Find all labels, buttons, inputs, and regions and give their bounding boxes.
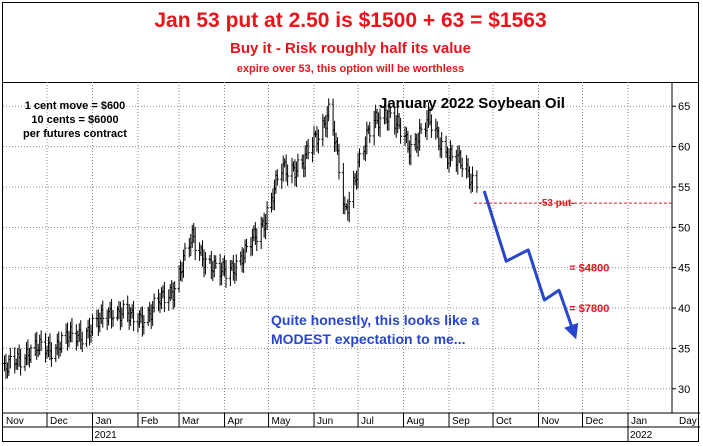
price-bar <box>234 254 238 281</box>
price-bar <box>132 300 136 332</box>
annotations: -53 put- = $4800 = $7800 <box>473 198 672 315</box>
year-label: 2021 <box>94 430 117 441</box>
commentary-line-1: Quite honestly, this looks like a <box>271 312 479 328</box>
chart-frame: Jan 53 put at 2.50 is $1500 + 63 = $1563… <box>2 2 700 442</box>
contract-note-3: per futures contract <box>23 128 127 140</box>
price-bar <box>255 228 259 252</box>
price-bar <box>183 242 187 261</box>
price-bar <box>316 129 320 154</box>
price-bar <box>214 255 218 269</box>
price-bar <box>101 300 105 328</box>
price-bar <box>29 344 33 364</box>
y-tick-label: 40 <box>678 303 690 315</box>
month-label: Jan <box>631 416 647 427</box>
month-label: Sep <box>452 416 470 427</box>
price-bar <box>327 98 331 122</box>
price-bar <box>368 121 372 144</box>
price-bar <box>378 108 382 138</box>
price-bar <box>245 238 249 253</box>
y-tick-label: 45 <box>678 263 690 275</box>
month-label: Feb <box>141 416 159 427</box>
price-bar <box>409 134 413 166</box>
price-bar <box>173 281 177 308</box>
expiry-note: expire over 53, this option will be wort… <box>236 63 465 75</box>
month-label: Jan <box>95 416 111 427</box>
subheadline-text: Buy it - Risk roughly half its value <box>230 40 471 57</box>
price-bar <box>399 117 403 144</box>
price-bar <box>121 299 125 319</box>
price-bar <box>286 164 290 186</box>
month-label: Apr <box>228 416 244 427</box>
price-bars <box>3 98 479 379</box>
month-label: Nov <box>6 416 24 427</box>
chart-axes <box>3 82 700 428</box>
price-bar <box>162 281 166 313</box>
price-bar <box>19 348 23 376</box>
chart-grid <box>3 82 672 413</box>
price-bar <box>224 260 228 288</box>
price-bar <box>306 138 310 160</box>
price-bar <box>90 314 94 336</box>
headline-banner: Jan 53 put at 2.50 is $1500 + 63 = $1563… <box>3 3 698 83</box>
y-tick-labels: 30 35 40 45 50 55 60 65 <box>672 101 690 396</box>
price-bar <box>296 153 300 178</box>
month-label: Jul <box>361 416 374 427</box>
price-bar <box>193 226 197 261</box>
price-bar <box>475 170 479 193</box>
month-label: Jun <box>317 416 333 427</box>
price-bar <box>429 114 433 138</box>
price-bar <box>142 314 146 335</box>
commentary-line-2: MODEST expectation to me... <box>271 331 465 347</box>
price-chart: 30 35 40 45 50 55 60 65 Nov Dec Jan Feb Mar Apr May Ju… <box>3 82 700 441</box>
y-tick-label: 55 <box>678 182 690 194</box>
price-bar <box>70 317 74 343</box>
month-label: Dec <box>586 416 604 427</box>
x-year-labels: 2021 2022 <box>91 427 653 441</box>
price-bar <box>347 191 351 223</box>
put-strike-label: -53 put- <box>538 198 574 209</box>
profit-label-4800: = $4800 <box>569 263 609 275</box>
contract-note-1: 1 cent move = $600 <box>25 100 126 112</box>
month-label: Mar <box>182 416 200 427</box>
projection-arrow <box>482 190 579 340</box>
price-bar <box>275 169 279 186</box>
year-label: 2022 <box>630 430 653 441</box>
month-label: Nov <box>541 416 559 427</box>
profit-label-7800: = $7800 <box>569 303 609 315</box>
price-bar <box>152 293 156 313</box>
price-bar <box>60 331 64 353</box>
price-bar <box>203 252 207 275</box>
price-bar <box>460 157 464 178</box>
price-bar <box>39 330 43 352</box>
price-bar <box>419 123 423 134</box>
month-label: Dec <box>50 416 68 427</box>
price-bar <box>470 166 474 192</box>
chart-title: January 2022 Soybean Oil <box>379 95 565 112</box>
month-label: Aug <box>407 416 425 427</box>
price-bar <box>80 331 84 353</box>
price-bar <box>440 132 444 159</box>
price-bar <box>265 201 269 231</box>
month-label: May <box>272 416 291 427</box>
price-bar <box>8 347 12 369</box>
y-tick-label: 30 <box>678 384 690 396</box>
price-bar <box>450 144 454 162</box>
day-label: Day <box>679 416 697 427</box>
y-tick-label: 50 <box>678 222 690 234</box>
y-tick-label: 60 <box>678 142 690 154</box>
month-label: Oct <box>496 416 512 427</box>
price-bar <box>358 148 362 168</box>
price-bar <box>111 309 115 327</box>
price-bar <box>337 143 341 180</box>
price-bar <box>388 106 392 119</box>
contract-note-2: 10 cents = $6000 <box>31 114 118 126</box>
price-bar <box>49 342 53 367</box>
y-tick-label: 35 <box>678 343 690 355</box>
headline-text: Jan 53 put at 2.50 is $1500 + 63 = $1563 <box>154 9 547 32</box>
x-month-labels: Nov Dec Jan Feb Mar Apr May Jun Jul Aug Sep Oct Nov D… <box>6 413 697 427</box>
y-tick-label: 65 <box>678 101 690 113</box>
